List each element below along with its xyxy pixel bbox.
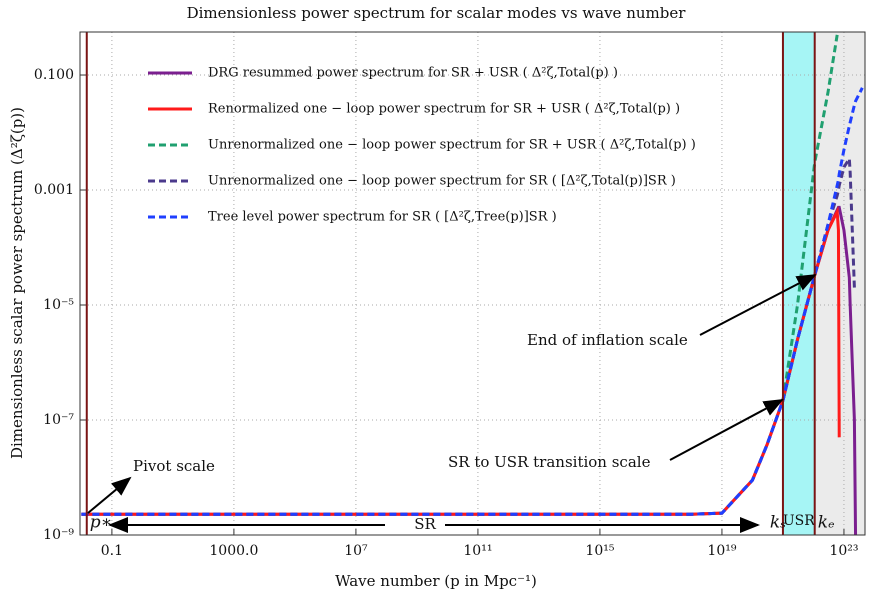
y-tick-label: 10⁻⁷ (43, 412, 74, 428)
series-line (81, 87, 864, 516)
legend-label: Unrenormalized one − loop power spectrum… (208, 138, 696, 153)
marker-label: kₑ (818, 513, 835, 533)
chart-title: Dimensionless power spectrum for scalar … (187, 4, 687, 22)
x-tick-label: 10¹⁹ (707, 543, 736, 559)
legend-label: Unrenormalized one − loop power spectrum… (208, 174, 676, 189)
annotation-arrow (699, 274, 817, 336)
annotation-arrow (669, 399, 784, 461)
legend-label: Tree level power spectrum for SR ( [Δ²ζ,… (208, 210, 557, 225)
series-line (81, 205, 858, 535)
plot-lines (81, 34, 864, 535)
y-tick-label: 10⁻⁹ (43, 527, 74, 543)
y-tick-label: 0.100 (34, 67, 74, 83)
x-tick-label: 0.1 (101, 543, 123, 559)
legend-label: DRG resummed power spectrum for SR + USR… (208, 66, 618, 81)
y-tick-label: 0.001 (34, 182, 74, 198)
annotation: Pivot scale (133, 457, 215, 475)
x-tick-label: 10⁷ (344, 543, 368, 559)
x-axis-label: Wave number (p in Mpc⁻¹) (335, 572, 537, 590)
region-label: USR (783, 513, 815, 529)
y-tick-label: 10⁻⁵ (43, 297, 74, 313)
x-tick-label: 1000.0 (209, 543, 258, 559)
plot-frame (79, 31, 866, 536)
series-line (81, 206, 841, 516)
x-tick-label: 10¹⁵ (585, 543, 614, 559)
legend-label: Renormalized one − loop power spectrum f… (208, 102, 680, 117)
annotation: SR (414, 515, 436, 533)
x-tick-label: 10¹¹ (463, 543, 492, 559)
annotation: End of inflation scale (527, 331, 688, 349)
series-line (781, 34, 839, 401)
annotation: SR to USR transition scale (448, 453, 651, 471)
x-tick-label: 10²³ (829, 543, 858, 559)
annotation-arrow (87, 476, 132, 514)
plot-front: USR 0.1 1000.0 10⁷ 10¹¹ 10¹⁵ 10¹⁹ 10²³ 10⁻⁹ 10⁻⁷ 1… (34, 32, 858, 559)
marker-label: p∗ (90, 513, 112, 533)
marker-label: kₛ (770, 513, 786, 533)
y-axis-label: Dimensionless scalar power spectrum (Δ²ζ… (8, 107, 26, 459)
legend: DRG resummed power spectrum for SR + USR… (148, 66, 696, 225)
